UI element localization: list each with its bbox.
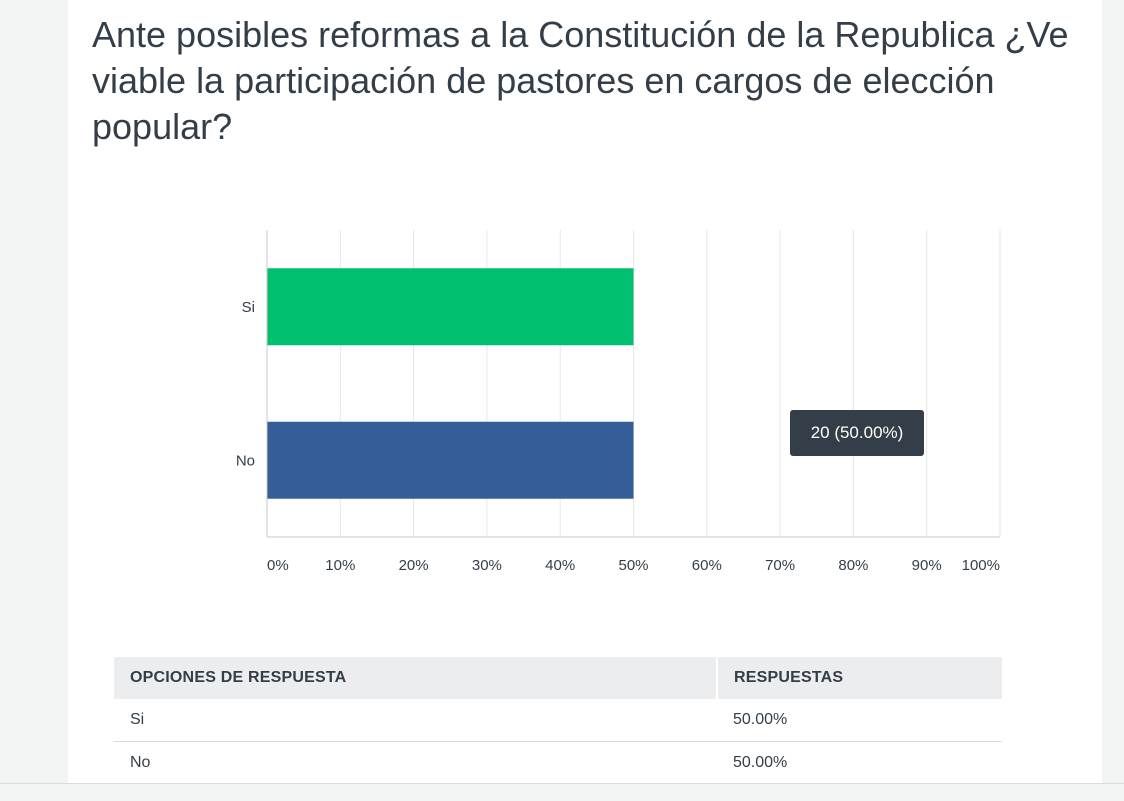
chart-bars (267, 268, 634, 499)
row-response-value: 50.00% (717, 699, 1002, 742)
x-tick-label: 20% (399, 557, 429, 574)
x-tick-label: 50% (618, 557, 648, 574)
x-tick-label: 10% (325, 557, 355, 574)
x-tick-label: 30% (472, 557, 502, 574)
x-tick-label: 0% (267, 557, 289, 574)
question-title: Ante posibles reformas a la Constitución… (92, 14, 1069, 147)
bar-no[interactable] (267, 421, 634, 499)
table-row: Si 50.00% (114, 699, 1002, 742)
x-tick-label: 80% (838, 557, 868, 574)
chart-axes (266, 230, 1000, 538)
bar-tooltip: 20 (50.00%) (790, 410, 924, 456)
category-label: No (236, 452, 255, 469)
x-tick-label: 70% (765, 557, 795, 574)
response-table: OPCIONES DE RESPUESTA RESPUESTAS Si 50.0… (114, 657, 1002, 785)
row-option-label: Si (114, 699, 717, 742)
table-row: No 50.00% (114, 741, 1002, 785)
x-tick-label: 60% (692, 557, 722, 574)
category-label: Si (242, 299, 255, 316)
x-tick-label: 100% (962, 557, 1000, 574)
col-header-options: OPCIONES DE RESPUESTA (114, 657, 718, 699)
row-option-label: No (114, 741, 717, 785)
right-gutter (1102, 0, 1124, 800)
col-header-responses: RESPUESTAS (717, 657, 1002, 699)
table-header-row: OPCIONES DE RESPUESTA RESPUESTAS (114, 657, 1002, 699)
bar-si[interactable] (267, 268, 634, 346)
x-tick-label: 90% (912, 557, 942, 574)
chart-labels: 0% 10% 20% 30% 40% 50% 60% 70% 80% 90% 100% Si No (236, 299, 1000, 574)
x-tick-label: 40% (545, 557, 575, 574)
row-response-value: 50.00% (717, 741, 1002, 785)
footer-strip (0, 783, 1124, 801)
